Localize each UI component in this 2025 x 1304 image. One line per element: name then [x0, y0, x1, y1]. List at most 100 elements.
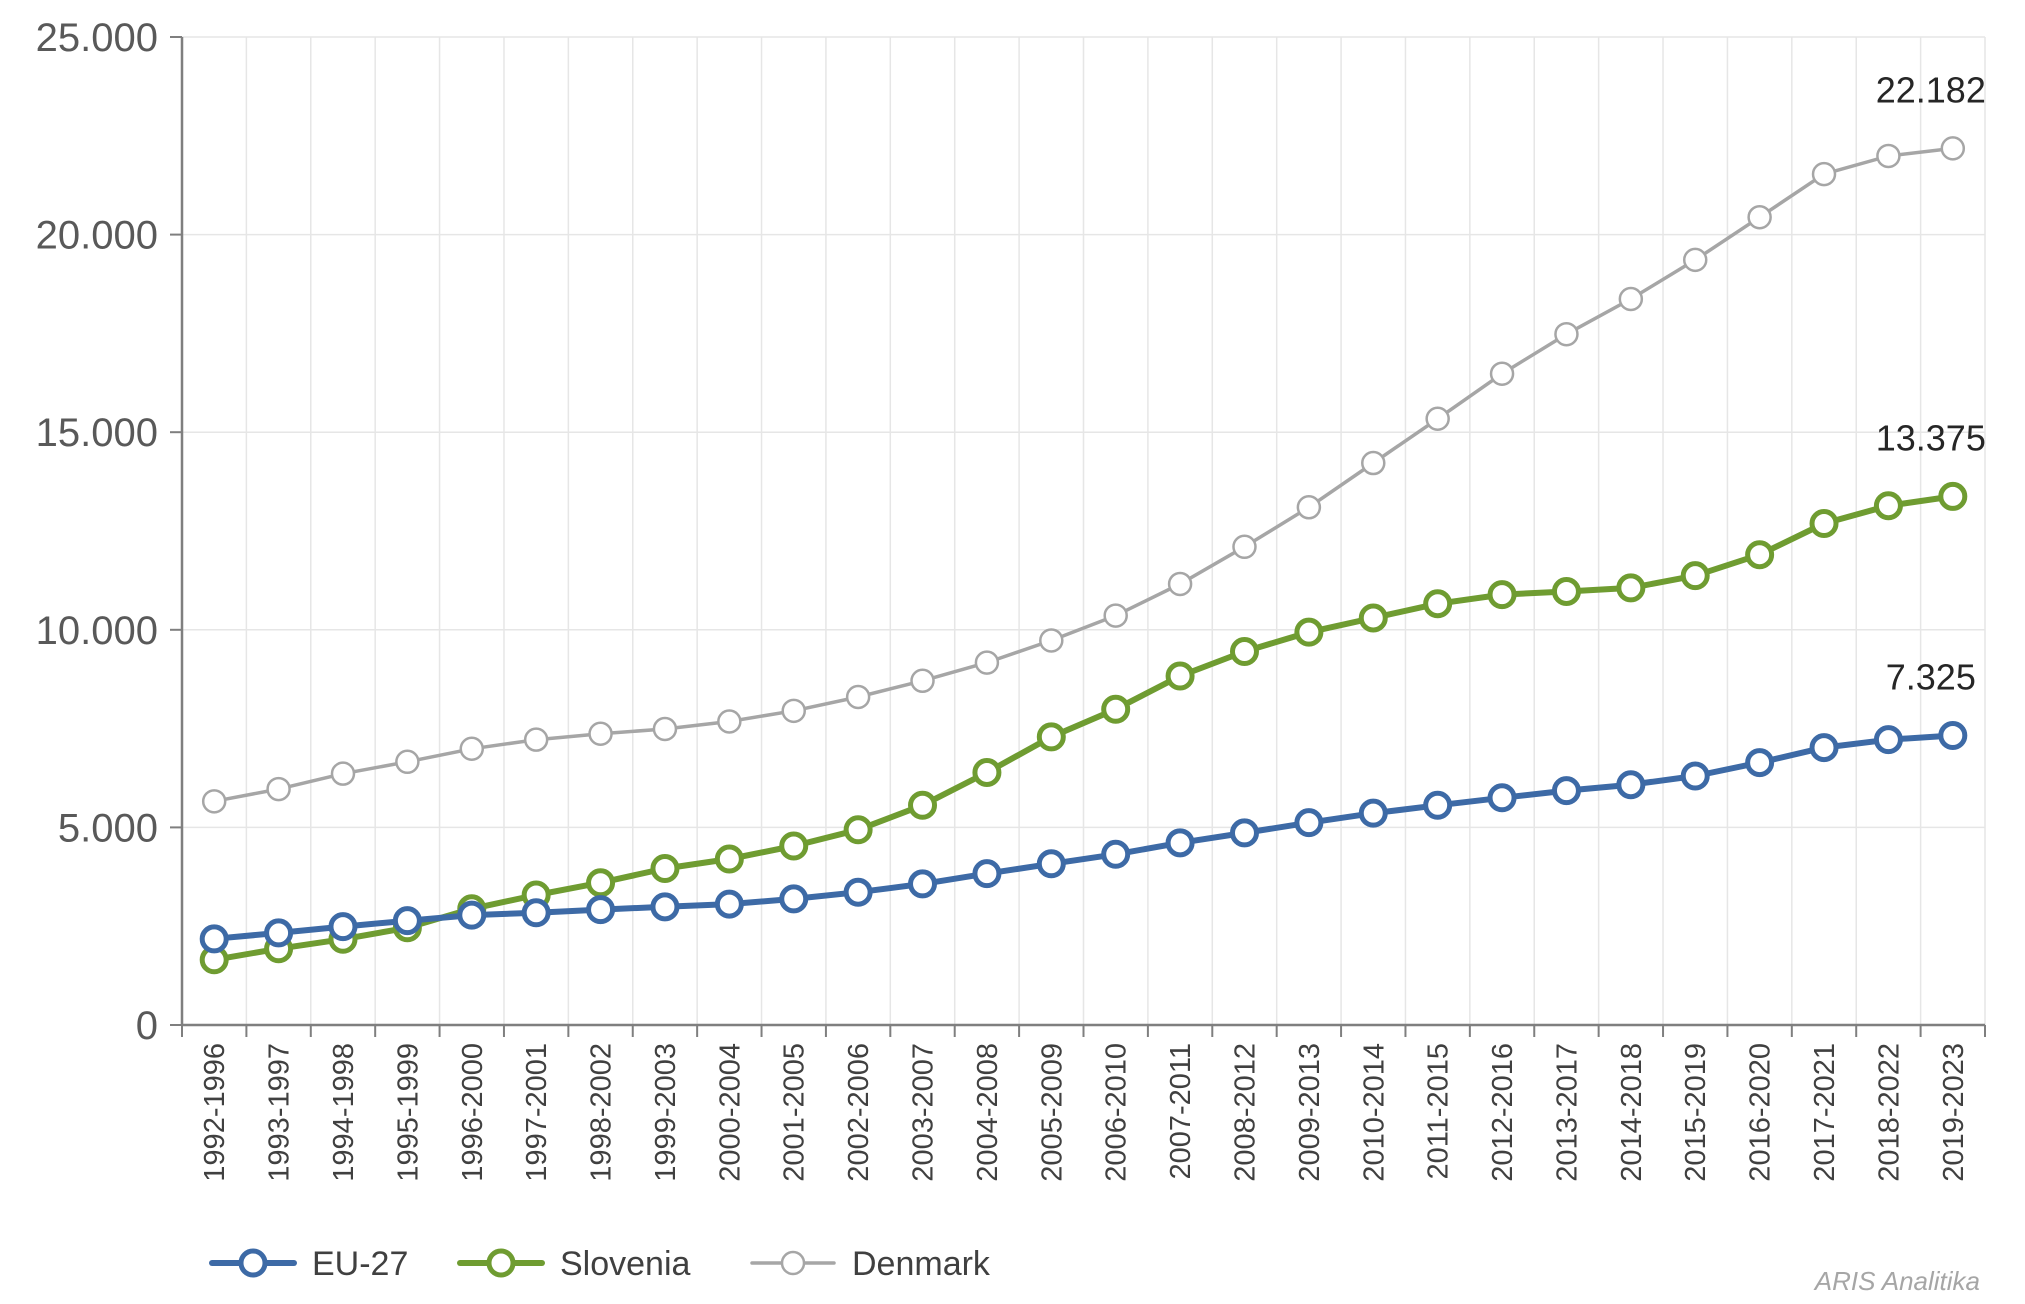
x-tick-label: 2016-2020	[1745, 1043, 1777, 1182]
data-point-eu-27	[392, 906, 422, 936]
x-tick-label: 1995-1999	[392, 1043, 424, 1182]
x-tick-label: 2004-2008	[972, 1043, 1004, 1182]
grid-lines	[182, 36, 1986, 1025]
x-tick-label: 1993-1997	[264, 1043, 296, 1182]
legend-label-slovenia: Slovenia	[560, 1245, 691, 1283]
x-tick-label: 1997-2001	[521, 1043, 553, 1182]
x-tick-label: 2001-2005	[779, 1043, 811, 1182]
data-point-eu-27	[779, 884, 809, 914]
x-tick-label: 2000-2004	[714, 1043, 746, 1182]
data-point-eu-27	[1358, 798, 1388, 828]
data-point-denmark	[1618, 286, 1644, 312]
data-point-denmark	[1039, 628, 1064, 653]
data-point-eu-27	[1036, 849, 1066, 879]
data-point-denmark	[1554, 321, 1579, 347]
x-tick-label: 1992-1996	[199, 1043, 231, 1182]
series-line-denmark	[212, 146, 1955, 804]
data-point-denmark	[1425, 406, 1450, 432]
x-tick-label: 2007-2011	[1165, 1043, 1197, 1180]
series-line-slovenia	[211, 493, 1956, 963]
y-tick-label: 5.000	[58, 806, 158, 850]
data-point-eu-27	[1487, 783, 1517, 813]
data-point-denmark	[1811, 161, 1837, 187]
data-point-denmark	[266, 776, 291, 802]
data-point-slovenia	[1294, 617, 1324, 647]
data-point-eu-27	[650, 892, 680, 922]
data-point-eu-27	[843, 877, 873, 907]
data-point-slovenia	[1165, 661, 1195, 691]
y-tick-label: 25.000	[36, 16, 158, 60]
data-point-slovenia	[908, 790, 938, 820]
data-label-denmark: 22.182	[1876, 69, 1986, 110]
data-point-slovenia	[650, 854, 680, 884]
data-point-eu-27	[1680, 761, 1710, 791]
data-point-eu-27	[1551, 776, 1581, 806]
data-point-eu-27	[457, 900, 487, 930]
data-point-slovenia	[1745, 540, 1775, 570]
data-point-denmark	[330, 761, 356, 786]
x-tick-label: 2002-2006	[843, 1043, 875, 1182]
data-label-slovenia: 13.375	[1876, 417, 1986, 458]
data-point-slovenia	[586, 868, 616, 898]
data-point-eu-27	[1809, 733, 1839, 763]
x-tick-label: 1994-1998	[328, 1043, 360, 1182]
data-point-denmark	[1103, 603, 1128, 628]
x-axis-ticks: 1992-1996 1993-1997 1994-1998 1995-1999 1996…	[199, 1043, 1970, 1182]
data-point-denmark	[1296, 495, 1322, 520]
data-point-slovenia	[1036, 722, 1066, 752]
data-point-eu-27	[521, 898, 551, 928]
legend-marker-slovenia	[486, 1248, 516, 1278]
legend-marker-eu-27	[238, 1248, 268, 1278]
x-tick-label: 2015-2019	[1680, 1043, 1712, 1182]
data-point-slovenia	[972, 757, 1002, 787]
data-point-slovenia	[1873, 491, 1903, 521]
data-point-slovenia	[1487, 580, 1517, 610]
data-point-slovenia	[1551, 576, 1581, 606]
data-point-eu-27	[1165, 828, 1195, 858]
x-tick-label: 2011-2015	[1423, 1043, 1455, 1180]
data-point-eu-27	[1873, 725, 1903, 755]
x-tick-label: 2003-2007	[908, 1043, 940, 1182]
x-tick-label: 1996-2000	[457, 1043, 489, 1182]
x-tick-label: 2012-2016	[1487, 1043, 1519, 1182]
data-point-denmark	[588, 721, 613, 746]
data-point-eu-27	[908, 869, 938, 899]
data-point-slovenia	[1809, 508, 1839, 538]
data-point-slovenia	[1229, 637, 1259, 667]
data-point-eu-27	[328, 912, 358, 942]
x-tick-label: 2010-2014	[1358, 1043, 1390, 1182]
data-point-slovenia	[779, 831, 809, 861]
data-point-denmark	[1747, 204, 1772, 230]
data-point-denmark	[1940, 136, 1966, 161]
data-point-denmark	[459, 736, 485, 762]
data-point-denmark	[201, 789, 227, 814]
watermark-text: ARIS Analitika	[1813, 1266, 1980, 1296]
x-tick-label: 1999-2003	[650, 1043, 682, 1182]
legend-label-denmark: Denmark	[852, 1245, 991, 1283]
data-point-slovenia	[843, 815, 873, 845]
data-point-eu-27	[1229, 818, 1259, 848]
x-tick-label: 2019-2023	[1938, 1043, 1970, 1182]
data-point-denmark	[1232, 534, 1257, 560]
data-labels: 22.182 13.375 7.325	[1876, 69, 1986, 697]
data-point-denmark	[910, 668, 935, 694]
data-point-denmark	[1682, 247, 1708, 273]
y-tick-label: 0	[136, 1004, 158, 1048]
data-point-eu-27	[972, 859, 1002, 889]
y-tick-label: 15.000	[36, 411, 158, 455]
legend: EU-27 Slovenia Denmark	[209, 1245, 991, 1283]
x-tick-label: 2017-2021	[1809, 1043, 1841, 1182]
data-point-denmark	[1167, 571, 1193, 597]
data-point-denmark	[974, 650, 1000, 675]
data-point-denmark	[395, 749, 420, 775]
data-point-denmark	[781, 698, 806, 724]
data-point-denmark	[652, 716, 678, 742]
x-tick-label: 2008-2012	[1229, 1043, 1261, 1182]
data-point-denmark	[1876, 143, 1901, 169]
x-tick-label: 2006-2010	[1101, 1043, 1133, 1182]
y-axis-ticks: 0 5.000 10.000 15.000 20.000 25.000	[36, 16, 158, 1048]
x-tick-label: 2013-2017	[1551, 1043, 1583, 1182]
x-tick-label: 2005-2009	[1036, 1043, 1068, 1182]
data-point-eu-27	[1423, 790, 1453, 820]
